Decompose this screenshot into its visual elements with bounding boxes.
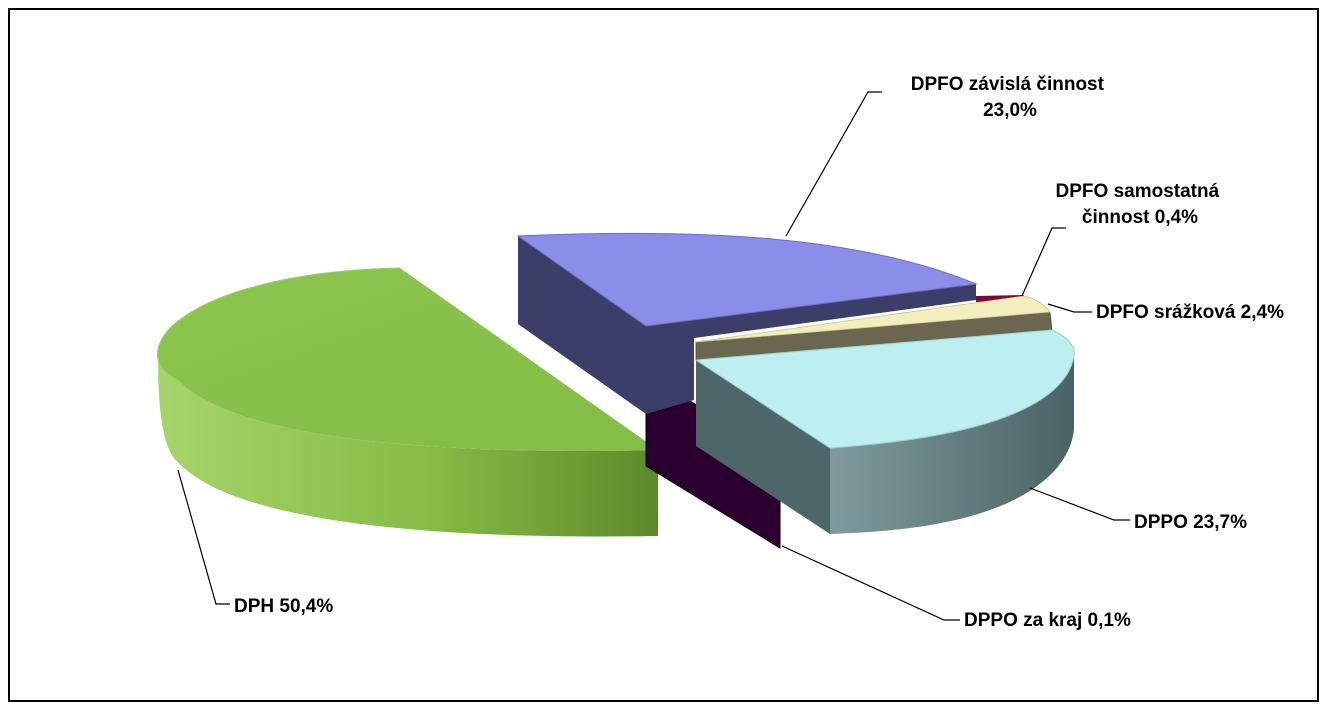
leader-dpfo-srazkova [1047, 303, 1092, 313]
leader-dppo-kraj [781, 545, 960, 621]
slice-dppo [694, 329, 1075, 534]
slice-dppo-side [830, 350, 1074, 534]
slice-dpfo-zavisla-wall [518, 236, 646, 414]
label-dpfo-srazkova: DPFO srážková 2,4% [1096, 302, 1284, 323]
label-dpfo-samostatna: DPFO samostatná činnost 0,4% [1056, 181, 1225, 228]
label-dpfo-zavisla: DPFO závislá činnost 23,0% [911, 74, 1110, 121]
slice-labels: DPFO závislá činnost 23,0% DPFO samostat… [234, 74, 1284, 631]
leader-dppo [1029, 487, 1130, 521]
slice-dpfo-srazkova-top [695, 295, 1051, 343]
leader-dpfo-samostatna [1021, 227, 1066, 297]
label-dppo-kraj: DPPO za kraj 0,1% [964, 610, 1131, 631]
slice-dph-side [158, 358, 658, 537]
slice-dppo-wall [696, 360, 830, 534]
slice-dpfo-zavisla-wall2 [646, 284, 976, 414]
slice-dpfo-zavisla-top [516, 232, 978, 327]
slice-dppo-top [694, 329, 1075, 449]
slice-dph-top [157, 268, 658, 452]
slice-dph [157, 267, 658, 537]
slice-dpfo-zavisla [516, 232, 978, 414]
label-dppo: DPPO 23,7% [1134, 512, 1247, 533]
label-dph: DPH 50,4% [234, 596, 333, 617]
leader-dpfo-zavisla [785, 91, 882, 237]
leader-dph [177, 469, 230, 605]
leader-lines [177, 91, 1130, 621]
